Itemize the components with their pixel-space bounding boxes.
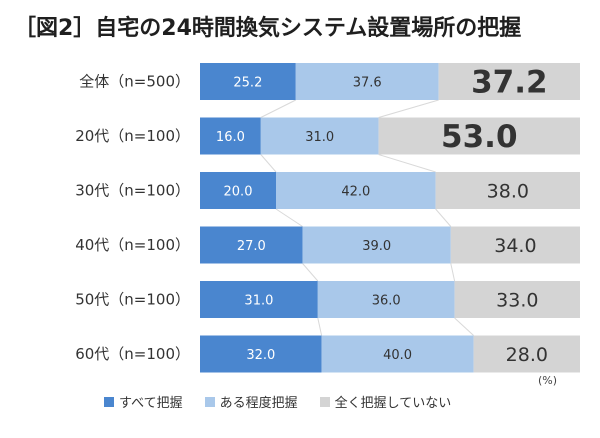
data-label-not-known: 38.0 [487, 181, 529, 203]
bar-not-known [454, 281, 580, 318]
data-label-not-known: 34.0 [494, 235, 536, 257]
bar-partly-known [302, 226, 451, 264]
bar-all-known [200, 63, 296, 100]
legend: すべて把握 ある程度把握 全く把握していない [104, 392, 451, 411]
series-connector-line [317, 317, 323, 336]
bar-all-known [200, 226, 303, 264]
legend-label-partly-known: ある程度把握 [219, 396, 298, 411]
bar-partly-known [295, 63, 439, 100]
series-connector-line [260, 154, 277, 173]
data-label-not-known: 33.0 [496, 290, 538, 312]
bar-not-known [473, 335, 580, 373]
data-label-all-known: 25.2 [233, 76, 262, 91]
bar-partly-known [276, 172, 436, 209]
unit-label: (%) [538, 374, 558, 387]
legend-swatch-not-known [319, 396, 330, 407]
category-label: 40代（n=100） [75, 236, 190, 254]
series-connector-line [378, 99, 439, 118]
data-label-partly-known: 37.6 [353, 76, 382, 91]
data-label-partly-known: 42.0 [341, 185, 370, 200]
bar-partly-known [260, 117, 379, 155]
category-label: 30代（n=100） [75, 182, 190, 200]
series-connector-line [450, 263, 456, 282]
bar-partly-known [317, 281, 455, 318]
connector-lines [260, 99, 474, 336]
bar-not-known [438, 63, 580, 100]
series-connector-line [378, 154, 436, 173]
legend-swatch-all-known [104, 396, 114, 407]
data-labels: 25.2 37.6 37.2 16.0 31.0 53.0 20.0 42.0 38.0 27.0… [216, 65, 548, 367]
data-label-partly-known: 39.0 [362, 239, 391, 254]
bar-all-known [200, 172, 276, 209]
series-connector-line [454, 317, 474, 336]
series-connector-line [302, 263, 319, 282]
category-label: 20代（n=100） [75, 127, 190, 145]
category-label: 50代（n=100） [75, 291, 190, 309]
data-label-all-known: 16.0 [216, 130, 245, 145]
category-label: 60代（n=100） [75, 345, 190, 363]
data-label-not-known: 37.2 [471, 65, 548, 101]
legend-item-not-known: 全く把握していない [319, 392, 452, 411]
series-connector-line [275, 208, 303, 227]
bar-marks [200, 63, 580, 373]
legend-swatch-partly-known [204, 396, 215, 407]
bar-not-known [378, 117, 580, 155]
data-label-partly-known: 36.0 [372, 294, 401, 309]
data-label-all-known: 32.0 [246, 348, 275, 363]
legend-label-not-known: 全く把握していない [334, 396, 452, 411]
bar-all-known [200, 335, 322, 373]
bar-not-known [435, 172, 580, 209]
data-label-all-known: 20.0 [224, 185, 253, 200]
series-connector-line [435, 208, 452, 227]
legend-item-all-known: すべて把握 [104, 392, 183, 411]
data-label-not-known: 28.0 [506, 344, 548, 366]
data-label-partly-known: 31.0 [305, 130, 334, 145]
bar-not-known [450, 226, 580, 264]
data-label-not-known: 53.0 [441, 119, 518, 155]
bar-all-known [200, 117, 261, 155]
legend-item-partly-known: ある程度把握 [204, 392, 298, 411]
chart-title: ［図2］自宅の24時間換気システム設置場所の把握 [14, 16, 522, 41]
category-label: 全体（n=500） [79, 73, 190, 91]
legend-label-all-known: すべて把握 [119, 396, 183, 411]
category-labels: 全体（n=500） 20代（n=100） 30代（n=100） 40代（n=100） 5… [75, 73, 190, 364]
data-label-partly-known: 40.0 [383, 348, 412, 363]
bar-all-known [200, 281, 318, 318]
data-label-all-known: 27.0 [237, 239, 266, 254]
bar-partly-known [321, 335, 474, 373]
data-label-all-known: 31.0 [244, 294, 273, 309]
series-connector-line [260, 99, 296, 118]
